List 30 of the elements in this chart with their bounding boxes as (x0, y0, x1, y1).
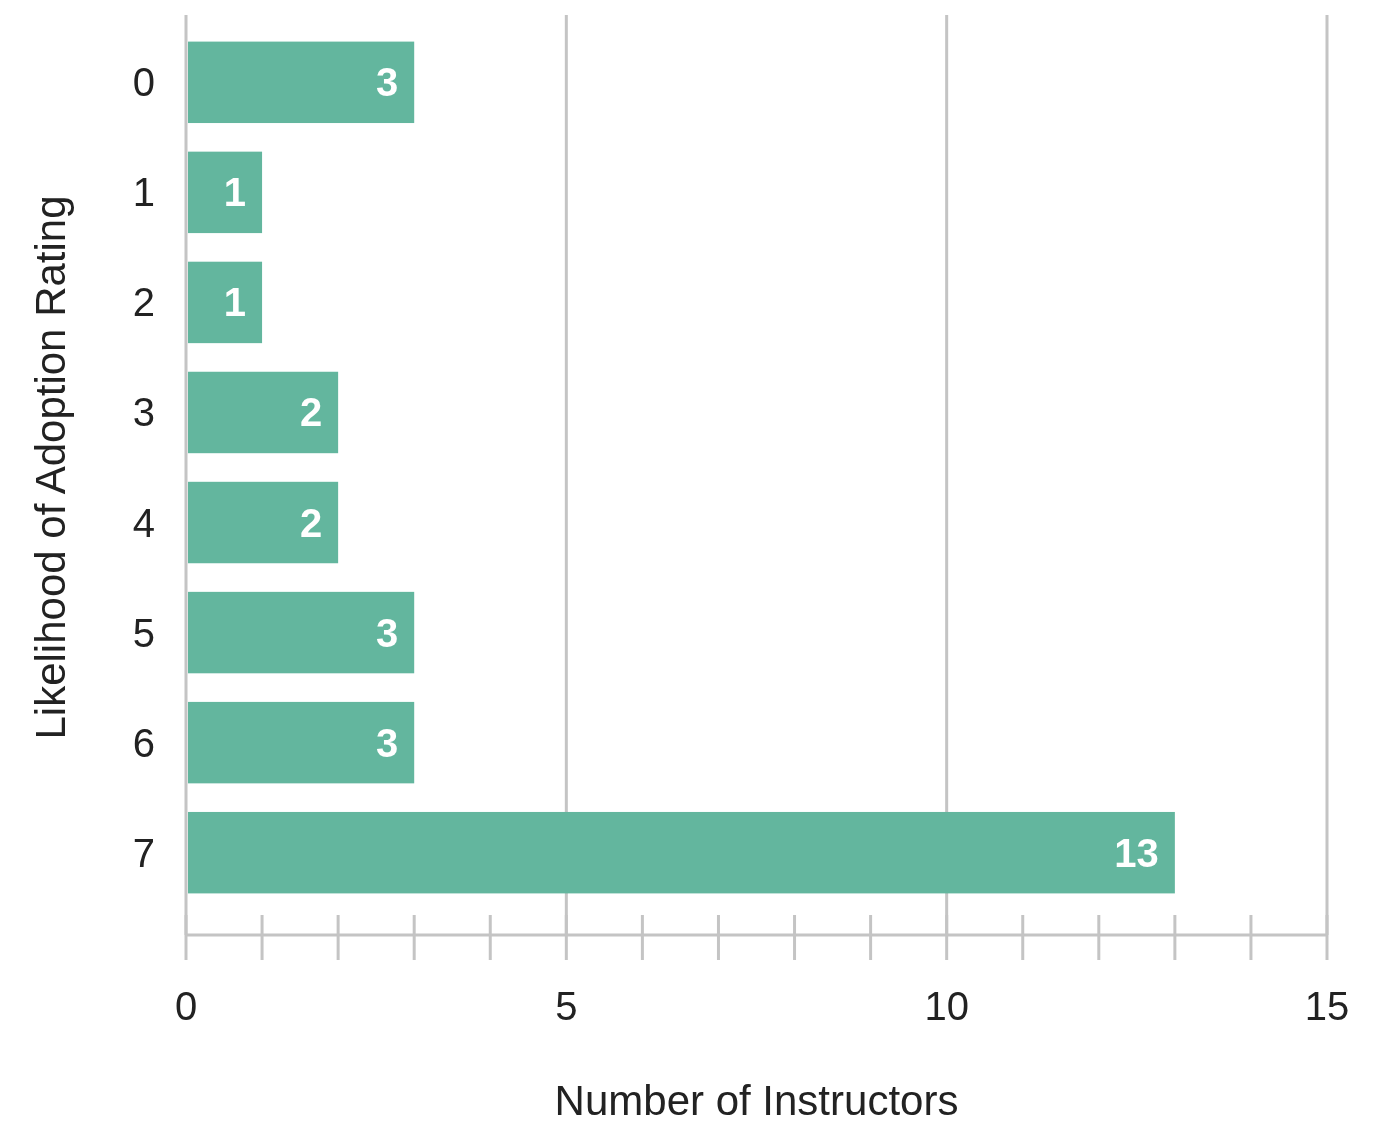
x-tick-label: 5 (555, 984, 578, 1028)
bar (188, 811, 1175, 894)
data-label: 13 (1114, 830, 1159, 875)
data-label: 2 (299, 500, 323, 545)
data-label: 1 (223, 280, 247, 325)
y-tick-label: 0 (132, 60, 155, 105)
bar (188, 591, 415, 674)
y-tick-label: 3 (132, 390, 155, 435)
y-tick-label: 7 (132, 830, 155, 875)
data-label: 1 (223, 170, 247, 215)
bar (188, 151, 263, 234)
y-tick-label: 4 (132, 500, 155, 545)
bar (188, 261, 263, 344)
y-tick-label: 2 (132, 280, 155, 325)
y-tick-label: 5 (132, 610, 155, 655)
x-tick-label: 15 (1304, 984, 1350, 1028)
bar (188, 701, 415, 784)
data-label: 3 (375, 720, 399, 765)
data-label: 3 (375, 610, 399, 655)
bar (188, 41, 415, 124)
y-tick-label: 6 (132, 720, 155, 765)
y-axis-title: Likelihood of Adoption Rating (27, 195, 74, 740)
y-tick-label: 1 (132, 170, 155, 215)
data-label: 3 (375, 60, 399, 105)
x-axis-title: Number of Instructors (554, 1077, 959, 1121)
data-label: 2 (299, 390, 323, 435)
bar (188, 481, 339, 564)
bar (188, 371, 339, 454)
x-tick-label: 10 (924, 984, 969, 1028)
x-tick-label: 0 (174, 984, 198, 1028)
